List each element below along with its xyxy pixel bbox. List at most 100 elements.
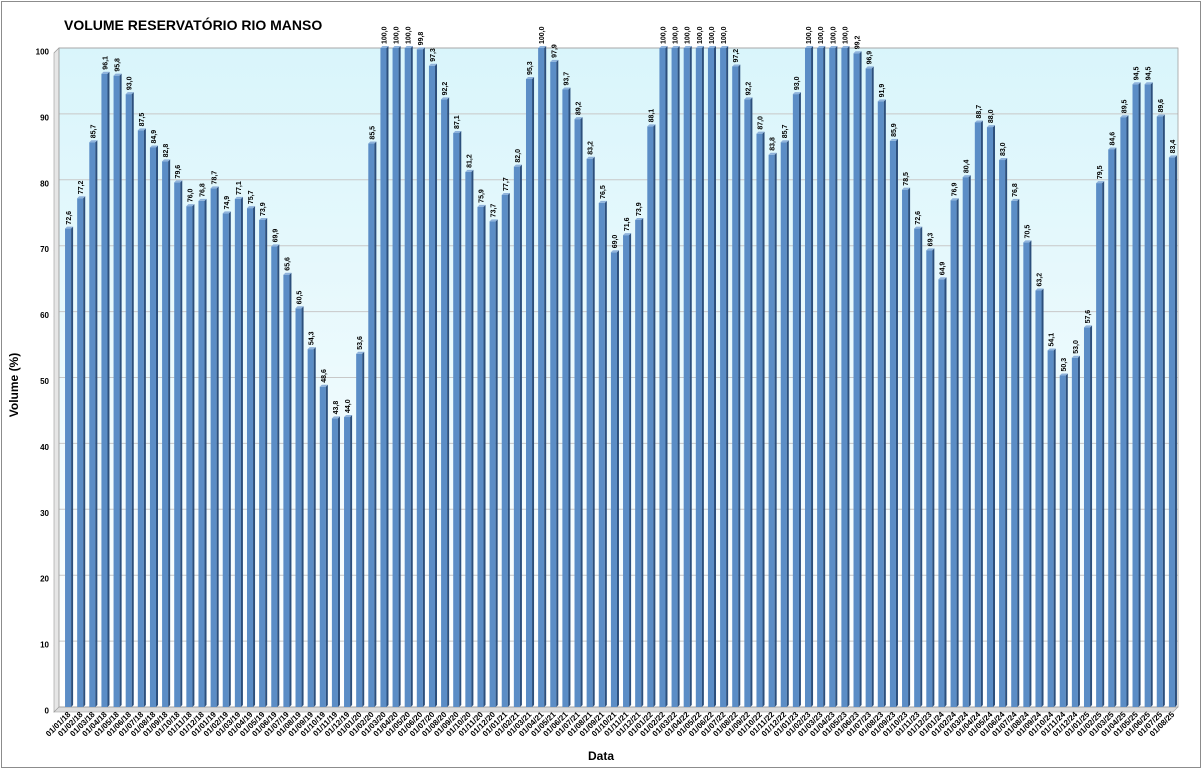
bar — [841, 46, 850, 707]
bar-side — [131, 92, 134, 707]
data-label: 85,7 — [90, 125, 97, 139]
bar — [149, 145, 159, 707]
bar-top — [1168, 155, 1177, 158]
x-axis-label: Data — [588, 749, 614, 763]
bar-side — [83, 196, 86, 707]
data-label: 43,8 — [333, 401, 340, 415]
bar-top — [101, 71, 110, 74]
bar — [1011, 198, 1020, 707]
bar-top — [841, 46, 850, 48]
data-label: 44,0 — [345, 399, 352, 413]
bar-front — [744, 99, 751, 708]
data-label: 81,2 — [466, 154, 473, 168]
bar-top — [271, 244, 280, 247]
data-label: 92,2 — [745, 82, 752, 96]
data-label: 71,6 — [624, 217, 631, 231]
bar-side — [908, 187, 911, 707]
bar-front — [428, 65, 436, 708]
bar-side — [362, 351, 365, 707]
bar — [392, 46, 401, 707]
data-label: 65,6 — [284, 257, 291, 271]
bar-top — [283, 272, 292, 275]
bar — [271, 244, 280, 707]
y-tick-label: 10 — [40, 641, 49, 650]
bar-side — [204, 198, 207, 707]
bar — [1156, 114, 1165, 707]
bar-front — [1132, 84, 1139, 708]
bar-top — [259, 217, 268, 220]
data-label: 100,0 — [673, 26, 680, 44]
data-label: 64,9 — [939, 262, 946, 276]
bar-top — [1059, 373, 1068, 376]
plot-border — [58, 47, 1179, 708]
bar-top — [1071, 355, 1080, 358]
data-label: 83,2 — [588, 141, 595, 155]
bar — [174, 180, 183, 707]
bar-top — [623, 233, 632, 236]
bar-front — [877, 101, 884, 707]
bar — [732, 64, 741, 707]
bar — [246, 206, 256, 707]
bar — [829, 46, 838, 707]
data-label: 85,9 — [891, 123, 898, 137]
bar-top — [416, 47, 425, 50]
y-tick-label: 80 — [40, 179, 49, 188]
data-label: 50,3 — [1061, 358, 1068, 372]
data-label: 99,2 — [855, 36, 862, 50]
bar — [441, 97, 450, 708]
bar-front — [77, 198, 84, 707]
data-label: 93,0 — [127, 76, 134, 90]
data-label: 77,2 — [78, 181, 85, 195]
bar-top — [453, 131, 462, 134]
bar — [489, 219, 498, 707]
bar-top — [441, 97, 450, 100]
bar-front — [356, 353, 363, 707]
bar-side — [422, 47, 425, 708]
bar-side — [1017, 198, 1020, 707]
bar-top — [356, 351, 365, 354]
bar-side — [847, 46, 850, 707]
bar — [574, 117, 583, 707]
bar — [950, 198, 959, 707]
bar-side — [289, 272, 292, 707]
chart-title: VOLUME RESERVATÓRIO RIO MANSO — [64, 16, 322, 33]
data-label: 72,6 — [915, 211, 922, 225]
bar-front — [974, 122, 981, 708]
bar-side — [228, 211, 231, 707]
bar-top — [914, 226, 923, 229]
bar — [780, 140, 789, 707]
bar-top — [683, 46, 692, 48]
data-label: 100,0 — [697, 26, 704, 44]
bar-side — [701, 46, 704, 707]
bar — [562, 87, 571, 708]
data-label: 76,8 — [1012, 183, 1019, 197]
bar — [210, 186, 219, 707]
bar-front — [574, 119, 581, 707]
data-label: 100,0 — [842, 26, 849, 44]
bar — [428, 63, 438, 708]
bars — [65, 46, 1177, 708]
bar-side — [313, 347, 316, 707]
bar — [1108, 147, 1117, 708]
bar-front — [889, 140, 896, 707]
data-labels: 72,6 77,2 85,7 96,1 95,8 93,0 87,5 84,9 82,8 79,6… — [66, 26, 1177, 414]
data-label: 89,6 — [1158, 99, 1165, 113]
data-label: 76,9 — [952, 182, 959, 196]
bar-front — [319, 386, 326, 707]
bar-top — [125, 92, 134, 95]
bar-front — [586, 158, 593, 707]
bar-front — [999, 160, 1006, 707]
bar-top — [804, 46, 814, 48]
bar-side — [895, 138, 898, 707]
data-label: 94,5 — [1146, 67, 1153, 81]
bar-top — [89, 140, 98, 143]
bar-side — [337, 416, 340, 707]
data-label: 53,6 — [357, 336, 364, 350]
bar-front — [707, 48, 715, 707]
data-label: 83,0 — [1000, 142, 1007, 156]
bar-top — [113, 73, 122, 76]
data-label: 100,0 — [406, 26, 413, 44]
bar-top — [1120, 115, 1129, 118]
bar-top — [186, 204, 195, 207]
bar-front — [598, 202, 605, 708]
